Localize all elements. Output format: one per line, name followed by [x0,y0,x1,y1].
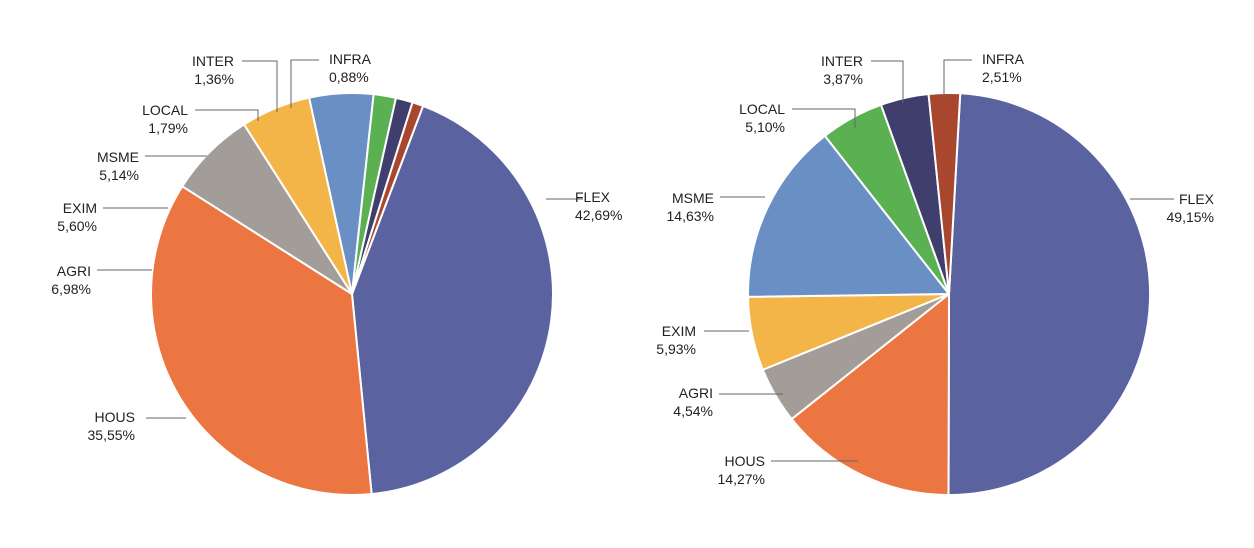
leader-line-local [195,109,259,121]
slice-label-infra: INFRA [329,51,372,67]
slice-value-flex: 42,69% [575,207,622,223]
slice-label-inter: INTER [192,53,234,69]
pie-slice-flex [351,104,554,496]
slice-label-exim: EXIM [63,200,97,216]
slice-value-inter: 1,36% [194,71,234,87]
pie-slice-hous [790,293,950,496]
labels: FLEX 42,69% HOUS 35,55% AGRI 6,98% EXIM 5,60% MS… [51,51,622,443]
pie-chart-right: FLEX 49,15% HOUS 14,27% AGRI 4,54% EXIM 5,93% MS… [656,51,1215,497]
slice-value-infra: 2,51% [982,69,1022,85]
leader-line-local [792,108,856,128]
slice-label-exim: EXIM [662,323,696,339]
pie-chart-left: FLEX 42,69% HOUS 35,55% AGRI 6,98% EXIM 5,60% MS… [51,51,622,496]
slice-label-local: LOCAL [739,101,785,117]
pie-slice-hous [150,185,373,496]
slice-value-local: 1,79% [148,120,188,136]
slice-value-msme: 5,14% [99,167,139,183]
slices [747,92,1152,497]
slice-label-hous: HOUS [725,453,765,469]
slice-value-exim: 5,60% [57,218,97,234]
slice-label-infra: INFRA [982,51,1025,67]
slice-label-inter: INTER [821,53,863,69]
slice-value-exim: 5,93% [656,341,696,357]
slice-value-local: 5,10% [745,119,785,135]
leader-line-inter [242,60,278,112]
slice-value-hous: 14,27% [718,471,765,487]
slice-label-msme: MSME [672,190,714,206]
leader-line-infra [943,59,972,97]
slice-label-local: LOCAL [142,102,188,118]
slice-label-hous: HOUS [95,409,135,425]
slice-value-agri: 4,54% [673,403,713,419]
pie-slice-infra [351,101,425,295]
leader-line-infra [290,59,319,108]
slice-label-flex: FLEX [1179,191,1215,207]
slice-value-msme: 14,63% [667,208,714,224]
slice-value-hous: 35,55% [88,427,135,443]
leader-line-inter [871,60,904,103]
slice-value-inter: 3,87% [823,71,863,87]
slice-label-agri: AGRI [679,385,713,401]
slices [150,92,554,496]
slice-value-flex: 49,15% [1167,209,1214,225]
slice-label-agri: AGRI [57,263,91,279]
slice-value-infra: 0,88% [329,69,369,85]
labels: FLEX 49,15% HOUS 14,27% AGRI 4,54% EXIM 5,93% MS… [656,51,1214,487]
pie-slice-flex [947,92,1152,497]
slice-value-agri: 6,98% [51,281,91,297]
pie-slice-msme [747,134,950,298]
slice-label-msme: MSME [97,149,139,165]
slice-label-flex: FLEX [575,189,611,205]
